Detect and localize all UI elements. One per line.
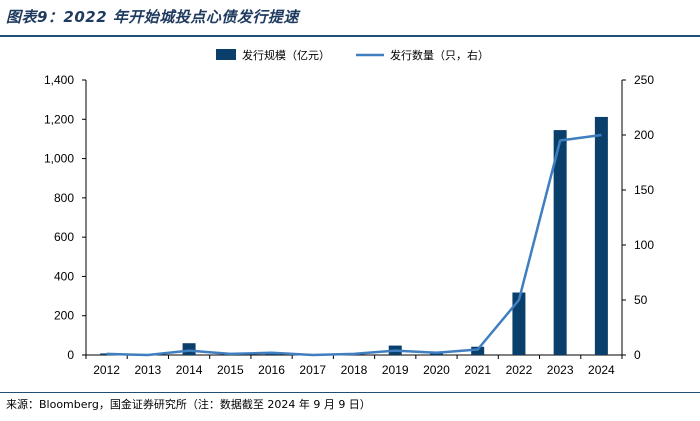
source-note: 来源：Bloomberg，国金证券研究所（注：数据截至 2024 年 9 月 9… [6, 398, 371, 411]
bar [512, 292, 526, 355]
x-tick-label: 2021 [464, 363, 491, 377]
x-tick-label: 2019 [382, 363, 409, 377]
legend-bar-label: 发行规模（亿元） [242, 48, 330, 62]
y-left-tick-label: 1,200 [44, 112, 74, 126]
x-tick-label: 2017 [299, 363, 326, 377]
y-left-tick-label: 800 [54, 191, 74, 205]
y-left-tick-label: 400 [54, 269, 74, 283]
y-right-tick-label: 50 [634, 293, 648, 307]
y-left-tick-label: 1,400 [44, 73, 74, 87]
x-tick-label: 2013 [134, 363, 161, 377]
x-tick-label: 2024 [588, 363, 615, 377]
y-left-tick-label: 200 [54, 309, 74, 323]
legend-line-label: 发行数量（只，右） [390, 48, 489, 62]
y-right-tick-label: 0 [634, 348, 641, 362]
y-right-tick-label: 200 [634, 128, 654, 142]
y-left-tick-label: 0 [67, 348, 74, 362]
bar [182, 343, 196, 355]
x-tick-label: 2016 [258, 363, 285, 377]
chart-title: 图表9：2022 年开始城投点心债发行提速 [6, 8, 299, 26]
y-left-tick-label: 1,000 [44, 152, 74, 166]
x-tick-label: 2020 [423, 363, 450, 377]
y-left-tick-label: 600 [54, 230, 74, 244]
x-tick-label: 2014 [176, 363, 203, 377]
x-tick-label: 2012 [93, 363, 120, 377]
y-right-tick-label: 250 [634, 73, 654, 87]
series-line [106, 133, 602, 357]
x-tick-label: 2018 [341, 363, 368, 377]
x-tick-label: 2022 [506, 363, 533, 377]
bar [471, 346, 485, 355]
y-right-tick-label: 150 [634, 183, 654, 197]
bar [553, 130, 567, 355]
x-tick-label: 2023 [547, 363, 574, 377]
y-right-tick-label: 100 [634, 238, 654, 252]
source-rule [0, 392, 700, 393]
bar [594, 116, 608, 355]
title-rule [0, 35, 700, 37]
x-tick-label: 2015 [217, 363, 244, 377]
legend-bar-swatch [216, 49, 236, 60]
